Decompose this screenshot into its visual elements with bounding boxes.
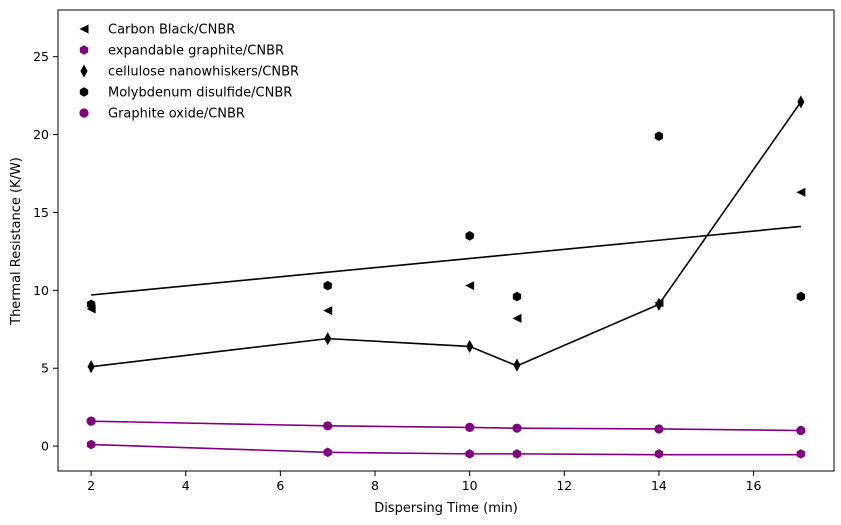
legend-marker-3 <box>80 64 88 78</box>
fit-lines <box>91 101 802 456</box>
legend-label-4: Molybdenum disulfide/CNBR <box>108 86 292 101</box>
data-point-series-1 <box>323 306 333 316</box>
data-point-series-5 <box>86 416 96 426</box>
fit-line-3 <box>91 420 801 432</box>
data-points <box>86 95 806 459</box>
x-axis-ticks: 2 4 6 8 10 12 14 16 <box>87 471 762 493</box>
data-point-series-1 <box>796 187 806 197</box>
x-tick-label: 12 <box>556 478 572 493</box>
x-tick-label: 2 <box>87 478 95 493</box>
plot-frame <box>57 9 835 472</box>
data-point-series-4 <box>86 299 96 310</box>
y-axis-ticks: 0 5 10 15 20 25 <box>33 49 58 454</box>
y-tick-label: 5 <box>41 361 49 376</box>
fit-line-2 <box>91 101 802 368</box>
x-tick-label: 4 <box>182 478 190 493</box>
x-tick-label: 6 <box>276 478 284 493</box>
y-tick-label: 15 <box>33 205 49 220</box>
y-tick-label: 0 <box>41 439 49 454</box>
y-tick-label: 25 <box>33 49 49 64</box>
x-tick-label: 16 <box>746 478 762 493</box>
data-point-series-3 <box>87 360 95 374</box>
y-tick-label: 10 <box>33 283 49 298</box>
data-point-series-1 <box>465 281 475 291</box>
legend-marker-4 <box>79 87 89 97</box>
data-point-series-2 <box>796 449 806 459</box>
data-point-series-3 <box>324 332 332 346</box>
legend-label-2: expandable graphite/CNBR <box>108 44 284 59</box>
legend-label-1: Carbon Black/CNBR <box>108 23 235 38</box>
data-point-series-4 <box>465 231 474 241</box>
data-point-series-3 <box>797 95 805 109</box>
legend-marker-1 <box>79 24 89 34</box>
data-point-series-5 <box>323 421 333 431</box>
data-point-series-2 <box>323 447 332 458</box>
legend-label-5: Graphite oxide/CNBR <box>108 107 245 122</box>
data-point-series-5 <box>465 422 475 432</box>
x-tick-label: 10 <box>462 478 478 493</box>
data-point-series-3 <box>466 339 474 353</box>
x-axis-label: Dispersing Time (min) <box>374 501 518 516</box>
data-point-series-4 <box>796 291 806 302</box>
y-axis-label: Thermal Resistance (K/W) <box>9 157 24 326</box>
data-point-series-4 <box>323 280 332 291</box>
data-point-series-5 <box>796 425 806 436</box>
legend: Carbon Black/CNBR expandable graphite/CNB… <box>79 23 299 122</box>
data-point-series-2 <box>512 449 522 459</box>
data-point-series-5 <box>512 423 522 433</box>
data-point-series-2 <box>654 449 664 459</box>
data-point-series-2 <box>465 449 474 459</box>
data-point-series-5 <box>654 424 664 434</box>
fit-line-1 <box>91 225 801 296</box>
data-point-series-4 <box>654 131 664 141</box>
data-point-series-3 <box>513 358 521 372</box>
x-tick-label: 8 <box>371 478 379 493</box>
legend-label-3: cellulose nanowhiskers/CNBR <box>108 65 299 80</box>
data-point-series-1 <box>512 313 522 323</box>
data-point-series-3 <box>655 297 663 311</box>
x-tick-label: 14 <box>651 478 667 493</box>
data-point-series-2 <box>86 439 96 450</box>
fit-line-4 <box>91 443 801 456</box>
y-tick-label: 20 <box>33 127 49 142</box>
data-point-series-4 <box>512 291 522 302</box>
legend-marker-5 <box>79 108 89 118</box>
legend-marker-2 <box>79 45 89 55</box>
